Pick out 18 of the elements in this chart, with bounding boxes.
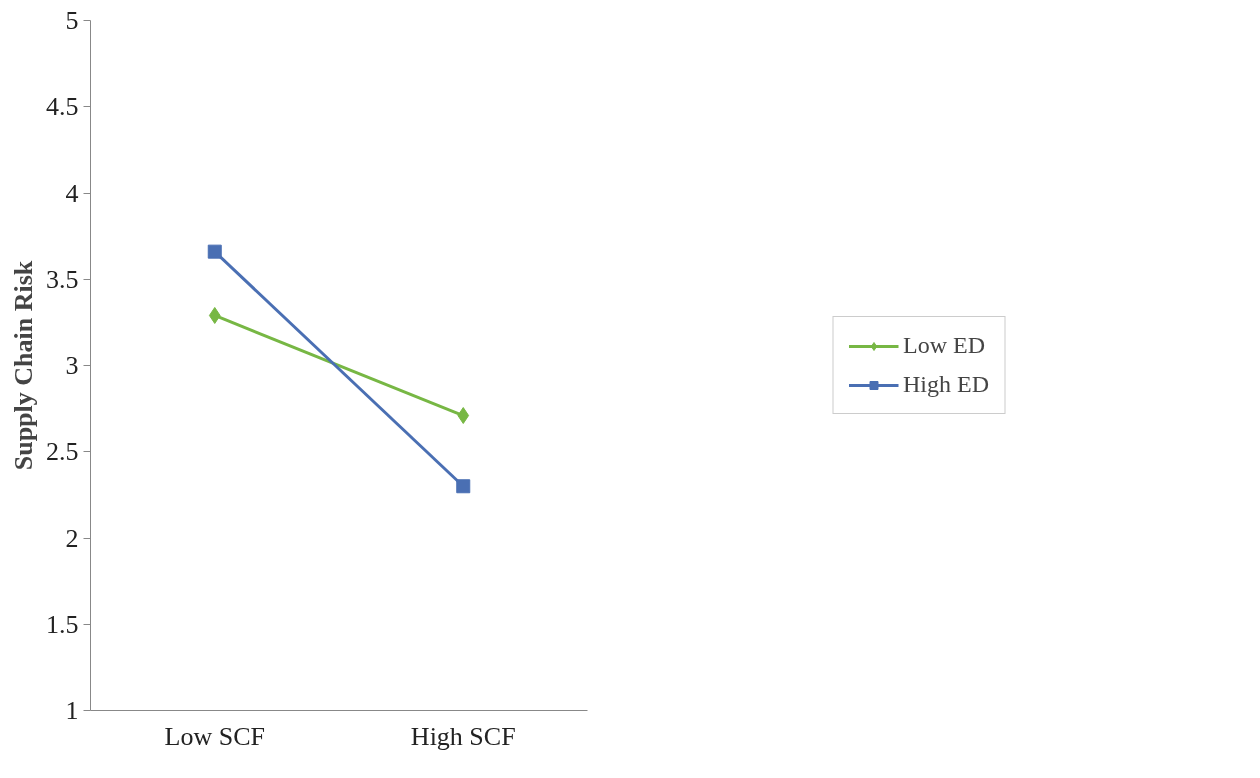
legend-label: Low ED [903, 332, 985, 359]
y-tick-label: 1.5 [46, 609, 79, 639]
point [207, 244, 222, 259]
y-tick-label: 3.5 [46, 264, 79, 294]
x-tick-label: High SCF [410, 721, 516, 751]
y-tick-label: 2 [65, 523, 79, 553]
y-tick-label: 4 [65, 178, 79, 208]
y-tick-label: 1 [65, 696, 79, 725]
legend-label: High ED [903, 371, 989, 398]
y-axis-title: Supply Chain Risk [9, 260, 38, 471]
y-tick-label: 2.5 [46, 437, 79, 467]
y-tick-label: 5 [65, 6, 79, 35]
point [456, 479, 471, 494]
point [457, 407, 470, 425]
y-tick-label: 3 [65, 351, 79, 380]
x-tick-label: Low SCF [164, 721, 265, 751]
y-tick-label: 4.5 [46, 92, 79, 122]
point [208, 306, 221, 324]
